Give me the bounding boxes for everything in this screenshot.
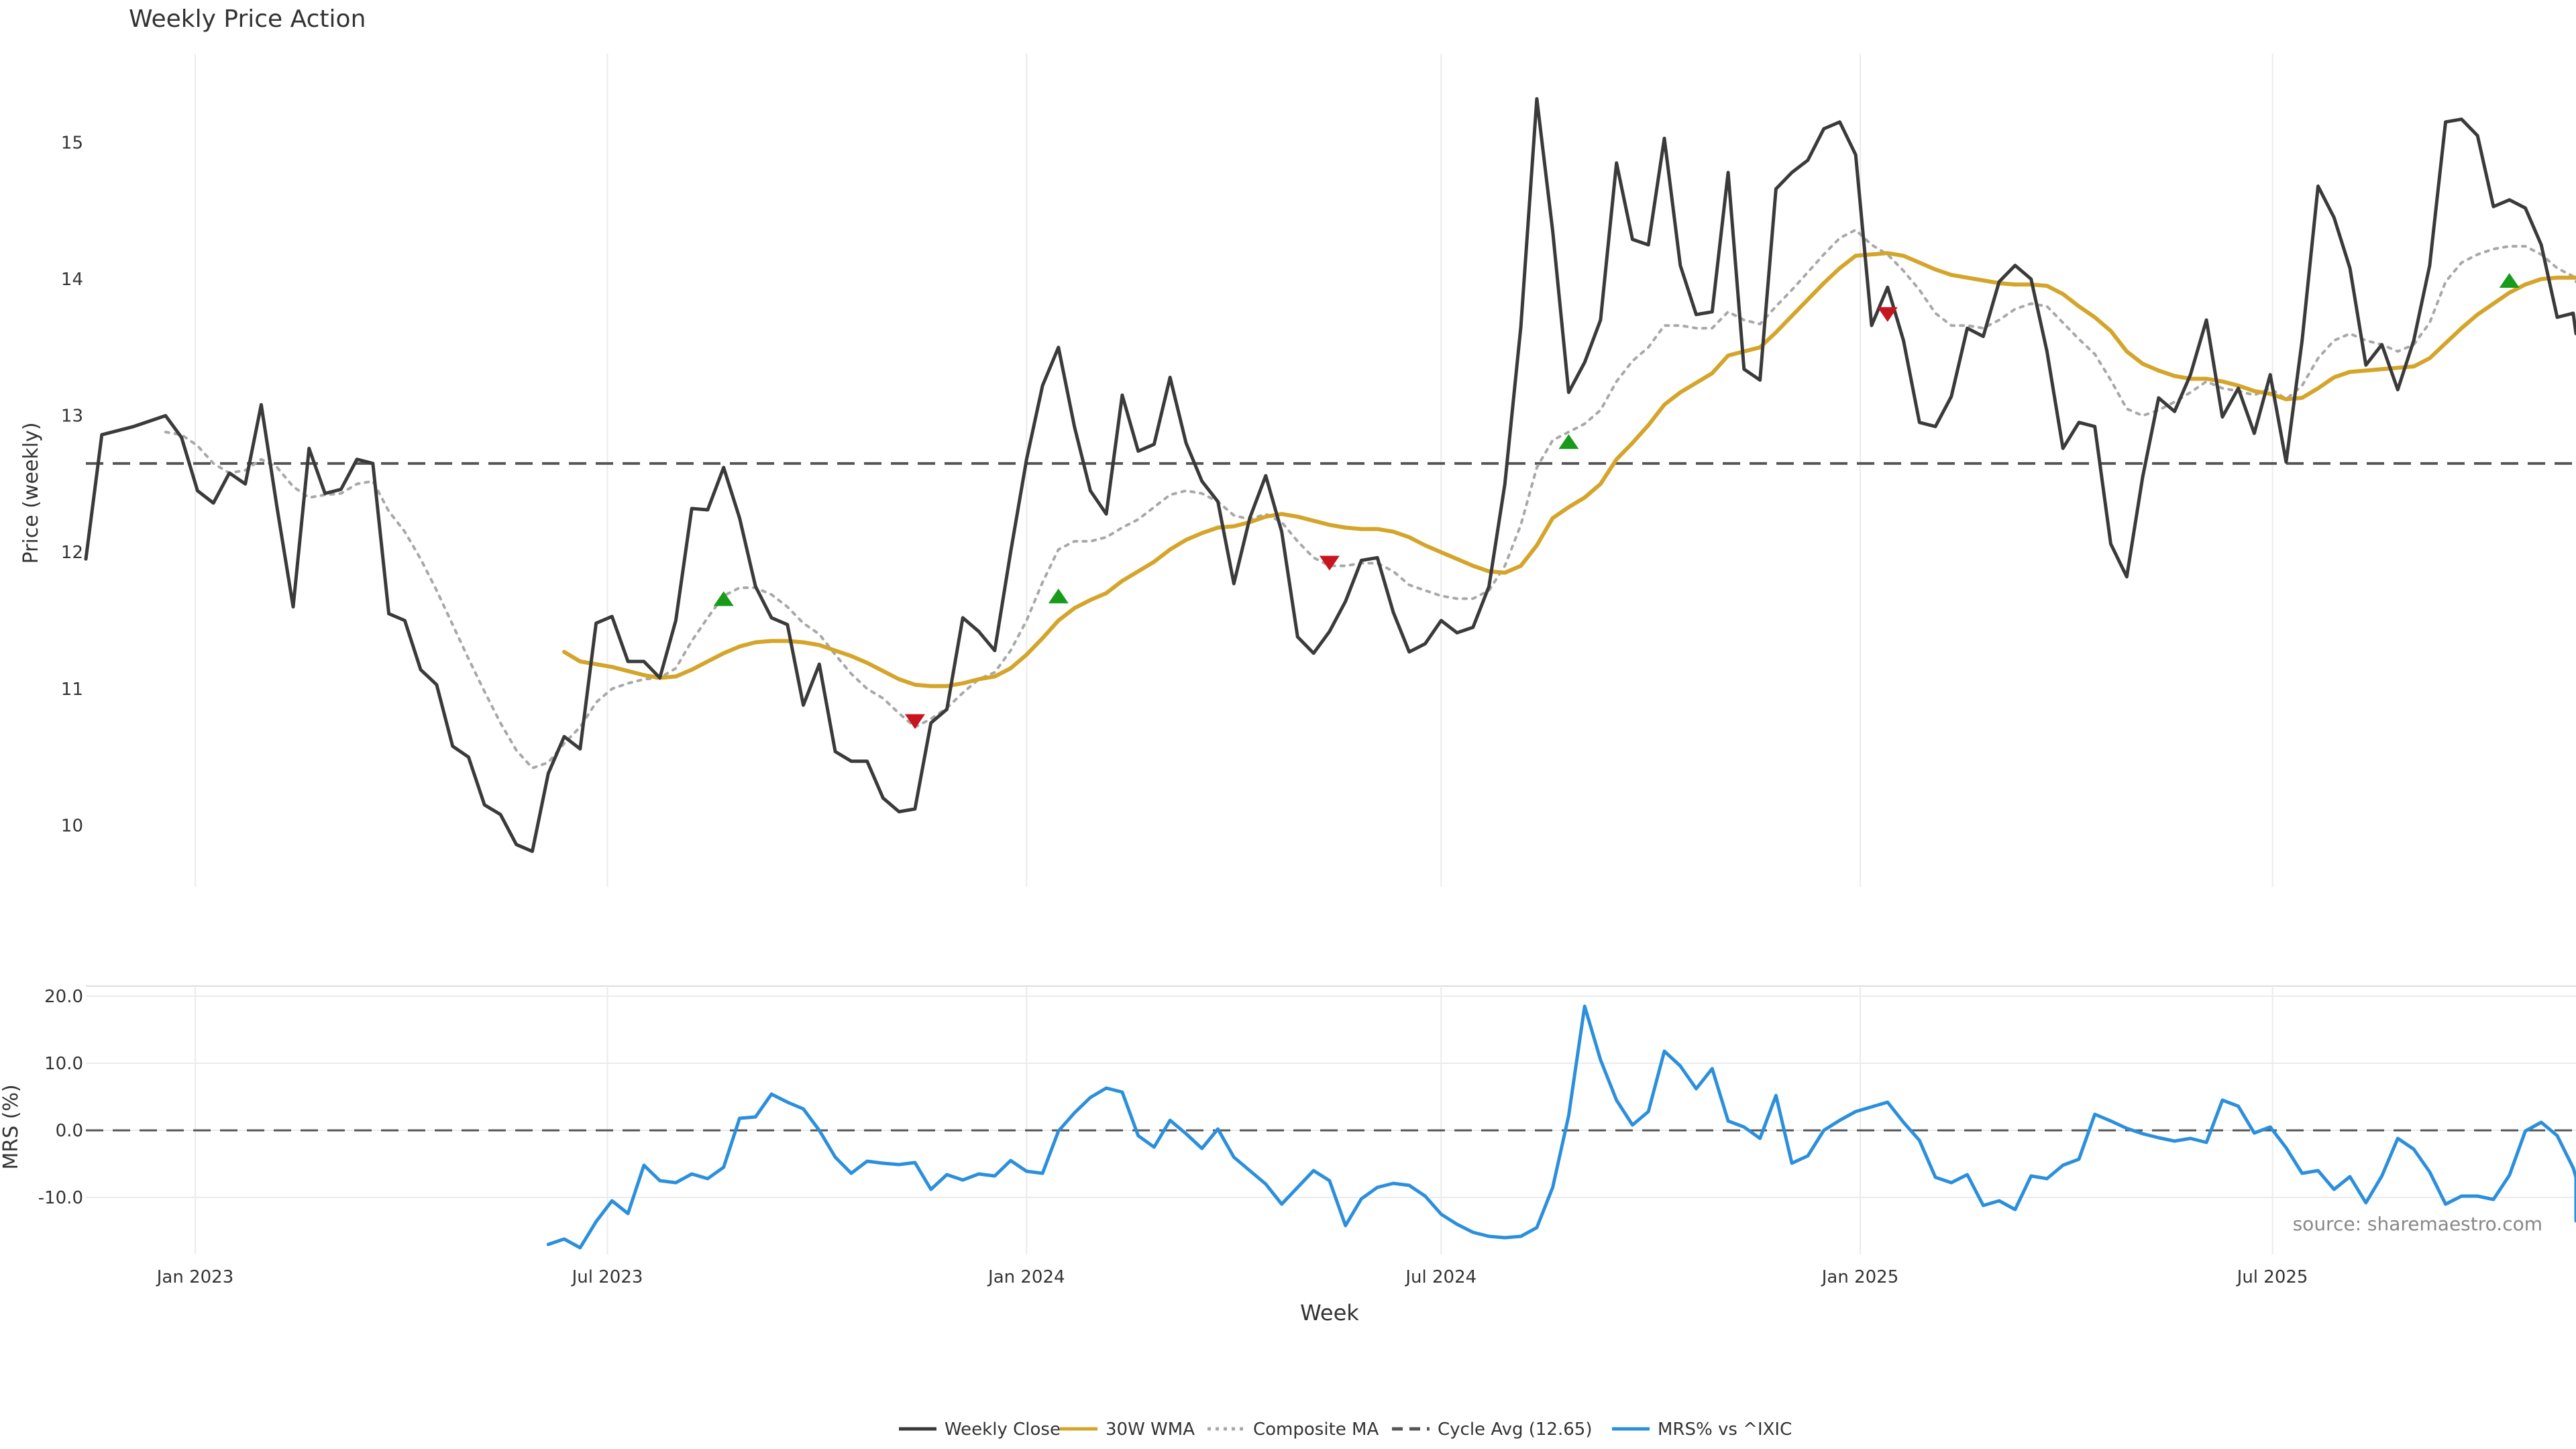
x-tick-label: Jul 2025	[2236, 1267, 2308, 1287]
mrs-y-tick-label: 20.0	[44, 987, 83, 1007]
price-y-ticks: 10 11 12 13 14 15	[61, 133, 83, 836]
buy-signal-marker	[713, 591, 734, 606]
chart-title: Weekly Price Action	[129, 5, 366, 33]
price-y-tick-label: 12	[61, 543, 83, 563]
x-tick-label: Jul 2024	[1404, 1267, 1477, 1287]
wma-30w-line	[562, 251, 2576, 688]
x-tick-label: Jan 2023	[156, 1267, 234, 1287]
legend-cycle-label: Cycle Avg (12.65)	[1438, 1419, 1592, 1440]
mrs-panel: -10.0 0.0 10.0 20.0 MRS (%) source: sharema…	[0, 985, 2576, 1254]
legend: Weekly Close 30W WMA Composite MA Cycle Avg…	[899, 1419, 1792, 1440]
x-tick-label: Jan 2025	[1821, 1267, 1899, 1287]
price-y-tick-label: 15	[61, 133, 83, 153]
x-tick-label: Jul 2023	[571, 1267, 643, 1287]
buy-signal-marker	[1048, 588, 1069, 604]
legend-mrs-label: MRS% vs ^IXIC	[1658, 1419, 1792, 1440]
price-y-tick-label: 11	[61, 680, 83, 700]
price-y-tick-label: 14	[61, 270, 83, 290]
source-note: source: sharemaestro.com	[2293, 1213, 2542, 1235]
price-panel: 10 11 12 13 14 15 Price (weekly)	[19, 54, 2576, 887]
mrs-y-tick-label: -10.0	[38, 1188, 83, 1208]
mrs-y-tick-label: 0.0	[56, 1121, 83, 1141]
mrs-y-axis-label: MRS (%)	[0, 1084, 23, 1169]
mrs-y-tick-label: 10.0	[44, 1054, 83, 1074]
price-y-tick-label: 10	[61, 816, 83, 836]
legend-wma-label: 30W WMA	[1106, 1419, 1195, 1440]
weekly-close-line	[84, 97, 2576, 853]
sell-signal-marker	[1877, 307, 1898, 322]
legend-composite-label: Composite MA	[1253, 1419, 1379, 1440]
legend-close-label: Weekly Close	[945, 1419, 1061, 1440]
sell-signal-marker	[1319, 555, 1340, 571]
buy-signal-marker	[1558, 434, 1579, 449]
x-axis-ticks: Jan 2023 Jul 2023 Jan 2024 Jul 2024 Jan 2025…	[156, 1267, 2308, 1287]
signal-markers	[713, 272, 2520, 729]
buy-signal-marker	[2499, 272, 2520, 288]
x-axis-label: Week	[1300, 1300, 1359, 1326]
price-y-axis-label: Price (weekly)	[19, 422, 43, 564]
x-tick-label: Jan 2024	[987, 1267, 1065, 1287]
sell-signal-marker	[904, 714, 925, 729]
mrs-line	[546, 1004, 2576, 1250]
price-y-tick-label: 13	[61, 407, 83, 427]
mrs-x-grid	[194, 986, 2273, 1254]
